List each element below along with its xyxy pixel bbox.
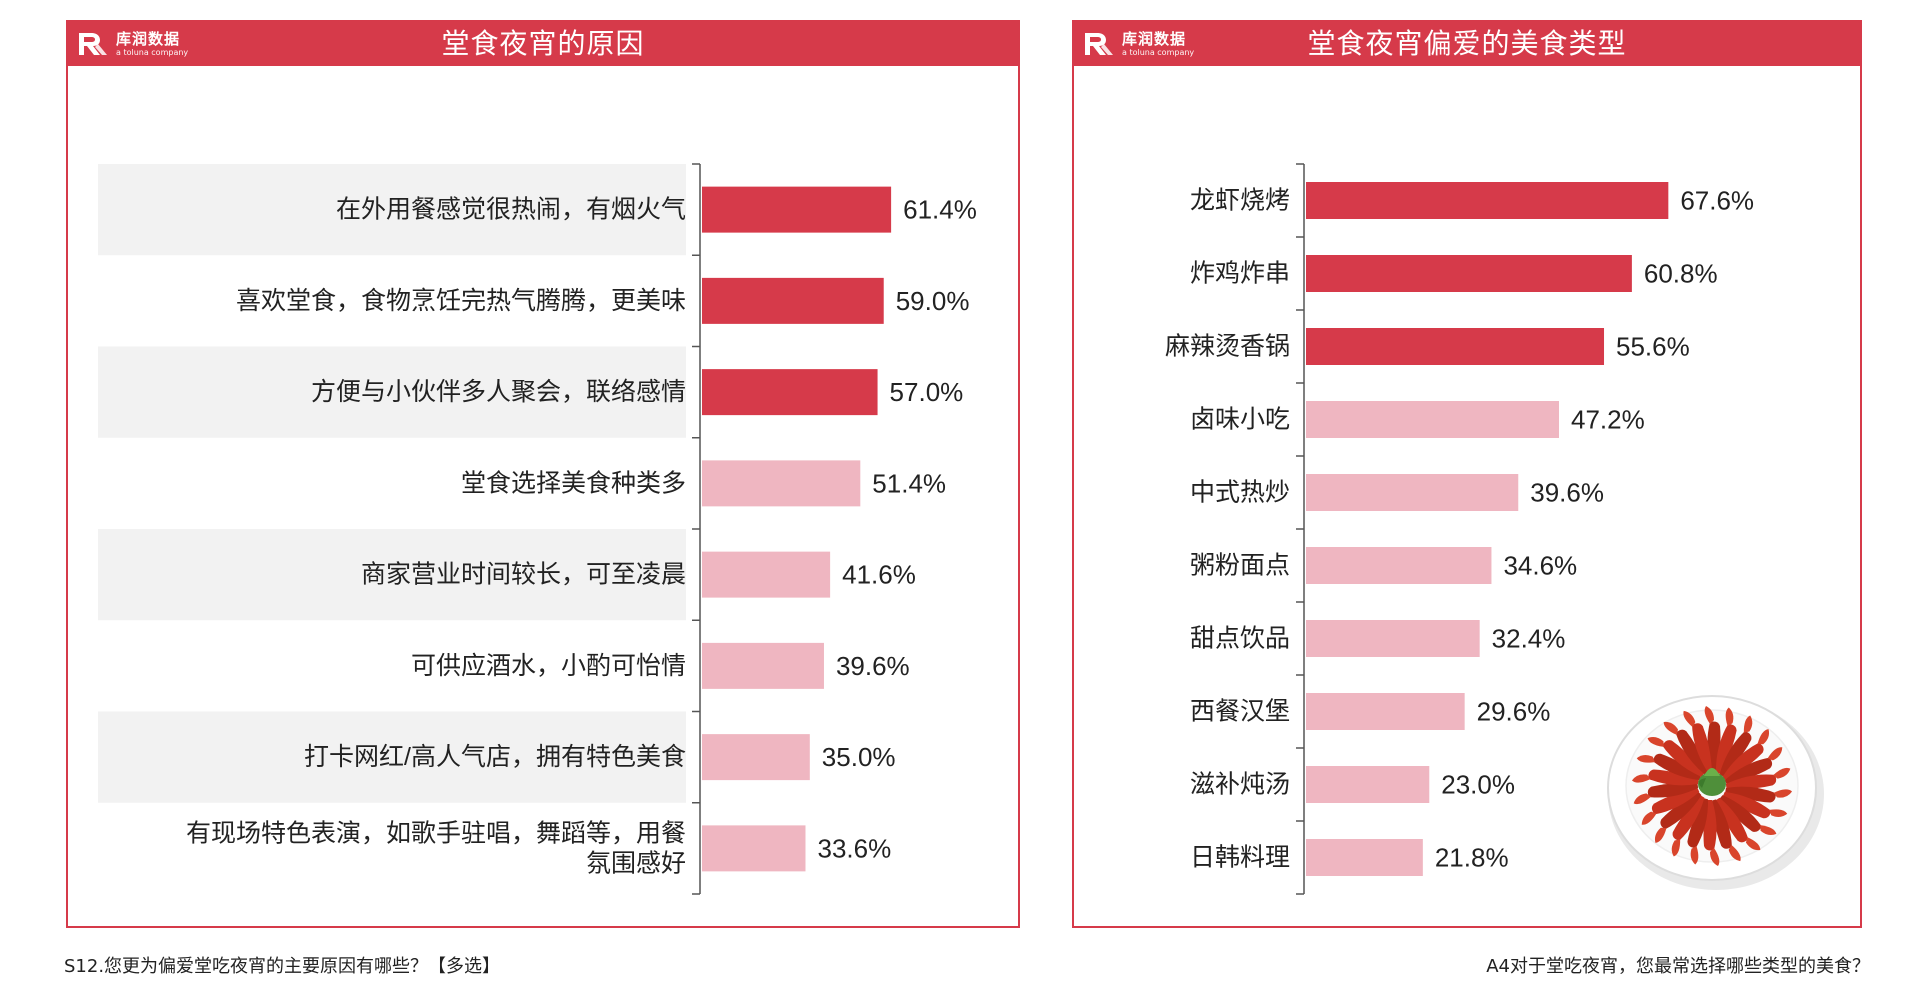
category-label: 粥粉面点 xyxy=(1190,552,1290,580)
crayfish-piece xyxy=(1725,786,1793,803)
chart-title: 堂食夜宵的原因 xyxy=(441,27,645,60)
category-label: 滋补炖汤 xyxy=(1190,771,1290,799)
value-label: 34.6% xyxy=(1503,551,1577,581)
logo-subtitle: a toluna company xyxy=(1122,47,1195,57)
category-label: 中式热炒 xyxy=(1190,479,1290,507)
bar xyxy=(702,460,861,507)
logo-mark-icon xyxy=(1085,33,1113,55)
bar xyxy=(1306,766,1430,803)
category-label: 在外用餐感觉很热闹，有烟火气 xyxy=(336,196,686,224)
crayfish-piece xyxy=(1724,747,1783,784)
crayfish-piece xyxy=(1725,767,1791,789)
value-label: 23.0% xyxy=(1441,770,1515,800)
category-label: 日韩料理 xyxy=(1190,844,1290,872)
category-label: 甜点饮品 xyxy=(1190,625,1290,653)
crayfish-piece xyxy=(1654,792,1702,843)
crayfish-piece xyxy=(1663,721,1708,775)
category-label: 西餐汉堡 xyxy=(1190,698,1290,726)
category-label: 打卡网红/高人气店，拥有特色美食 xyxy=(304,743,686,771)
footnote-question-a4: A4对于堂吃夜宵，您最常选择哪些类型的美食？ xyxy=(1486,956,1870,977)
bar xyxy=(702,825,806,872)
crayfish-plate-illustration xyxy=(1607,695,1824,890)
bar xyxy=(1306,620,1480,657)
value-label: 41.6% xyxy=(842,560,916,590)
crayfish-piece xyxy=(1631,769,1699,786)
row-band xyxy=(98,529,686,621)
value-label: 35.0% xyxy=(822,742,896,772)
bar xyxy=(702,642,824,689)
value-label: 59.0% xyxy=(896,286,970,316)
value-label: 21.8% xyxy=(1435,843,1509,873)
panel-header: 库润数据 a toluna company 堂食夜宵偏爱的美食类型 xyxy=(1074,22,1860,66)
bar xyxy=(702,369,878,416)
logo-mark-icon xyxy=(79,33,107,55)
crayfish-piece xyxy=(1722,729,1770,780)
value-label: 55.6% xyxy=(1616,332,1690,362)
crayfish-piece xyxy=(1633,783,1699,805)
panel-header: 库润数据 a toluna company 堂食夜宵的原因 xyxy=(68,22,1018,66)
value-label: 39.6% xyxy=(836,651,910,681)
crayfish-piece xyxy=(1719,795,1777,836)
logo-name: 库润数据 xyxy=(1122,29,1187,48)
bar xyxy=(1306,693,1465,730)
bar-chart-reasons: 在外用餐感觉很热闹，有烟火气 61.4% 喜欢堂食，食物烹饪完热气腾腾，更美味 59.… xyxy=(98,163,977,895)
bar xyxy=(702,186,892,233)
chart-title: 堂食夜宵偏爱的美食类型 xyxy=(1307,27,1627,60)
crayfish-piece xyxy=(1723,791,1788,819)
crayfish-piece xyxy=(1719,715,1753,777)
value-label: 60.8% xyxy=(1644,259,1718,289)
bar xyxy=(702,734,810,781)
category-label: 商家营业时间较长，可至凌晨 xyxy=(361,561,686,589)
bar xyxy=(702,551,831,598)
value-label: 39.6% xyxy=(1530,478,1604,508)
footnote-question-s12: S12.您更为偏爱堂吃夜宵的主要原因有哪些？【多选】 xyxy=(64,956,501,977)
value-label: 29.6% xyxy=(1477,697,1551,727)
crayfish-piece xyxy=(1712,799,1741,862)
crayfish-piece xyxy=(1636,753,1701,781)
logo-subtitle: a toluna company xyxy=(116,47,189,57)
category-label: 喜欢堂食，食物烹饪完热气腾腾，更美味 xyxy=(236,287,686,315)
row-band xyxy=(98,711,686,803)
bar xyxy=(1306,547,1492,584)
row-band xyxy=(98,164,686,256)
crayfish-piece xyxy=(1716,797,1761,851)
bar xyxy=(1306,401,1559,438)
crayfish-piece xyxy=(1641,788,1700,825)
category-label: 氛围感好 xyxy=(586,849,686,877)
category-label: 麻辣烫香锅 xyxy=(1165,333,1290,361)
bar xyxy=(1306,474,1519,511)
category-label: 方便与小伙伴多人聚会，联络感情 xyxy=(311,378,686,406)
crayfish-piece xyxy=(1671,795,1705,857)
value-label: 61.4% xyxy=(903,195,977,225)
category-label: 炸鸡炸串 xyxy=(1190,260,1290,288)
category-label: 有现场特色表演，如歌手驻唱，舞蹈等，用餐 xyxy=(186,819,686,847)
bar xyxy=(1306,255,1632,292)
category-label: 卤味小吃 xyxy=(1190,406,1290,434)
crayfish-piece xyxy=(1715,707,1737,774)
value-label: 32.4% xyxy=(1492,624,1566,654)
chart-panel-reasons: 库润数据 a toluna company 堂食夜宵的原因 在外用餐感觉很热闹，… xyxy=(66,20,1020,928)
category-label: 堂食选择美食种类多 xyxy=(461,469,686,497)
value-label: 33.6% xyxy=(817,833,891,863)
bar xyxy=(702,277,884,324)
bar xyxy=(1306,328,1605,365)
value-label: 57.0% xyxy=(890,377,964,407)
category-label: 可供应酒水，小酌可怡情 xyxy=(411,652,686,680)
bar xyxy=(1306,839,1423,876)
row-band xyxy=(98,346,686,438)
value-label: 47.2% xyxy=(1571,405,1645,435)
value-label: 51.4% xyxy=(872,468,946,498)
crayfish-piece xyxy=(1683,710,1712,773)
category-label: 龙虾烧烤 xyxy=(1190,187,1290,215)
brand-logo: 库润数据 a toluna company xyxy=(1082,28,1194,60)
brand-logo: 库润数据 a toluna company xyxy=(76,28,188,60)
logo-name: 库润数据 xyxy=(116,29,181,48)
crayfish-piece xyxy=(1647,736,1705,777)
value-label: 67.6% xyxy=(1680,186,1754,216)
bar-chart-food-types: 龙虾烧烤 67.6% 炸鸡炸串 60.8% 麻辣烫香锅 55.6% 卤味小吃 47.2% 中式热… xyxy=(1165,163,1754,895)
bar xyxy=(1306,182,1669,219)
crayfish-piece xyxy=(1687,798,1709,865)
